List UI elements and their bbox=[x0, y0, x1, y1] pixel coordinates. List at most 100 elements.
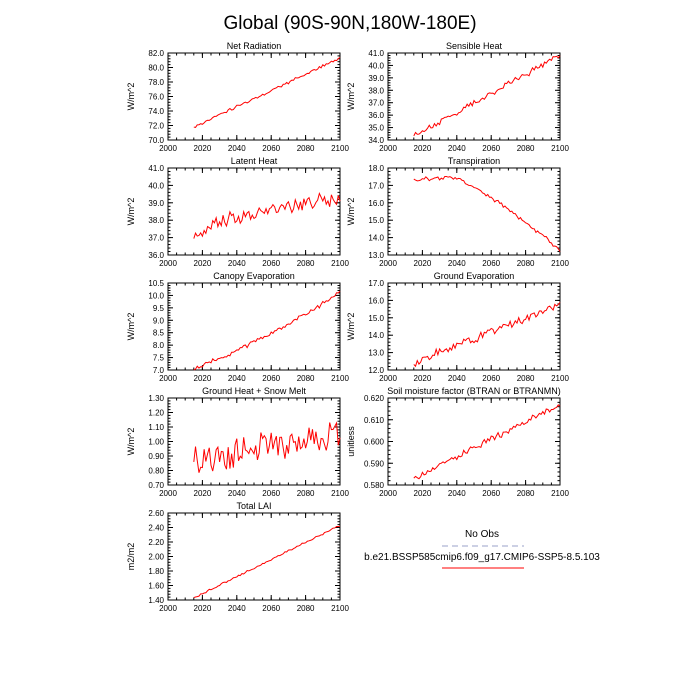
y-axis-label: m2/m2 bbox=[126, 543, 136, 571]
x-tick-label: 2000 bbox=[159, 604, 177, 613]
series-line bbox=[413, 302, 561, 368]
series-line bbox=[193, 57, 341, 128]
y-axis-label: W/m^2 bbox=[346, 83, 356, 111]
y-tick-label: 2.60 bbox=[148, 509, 164, 518]
x-tick-label: 2100 bbox=[551, 374, 569, 383]
x-tick-label: 2040 bbox=[228, 489, 246, 498]
y-tick-label: 0.90 bbox=[148, 452, 164, 461]
y-tick-label: 7.5 bbox=[153, 354, 165, 363]
x-tick-label: 2100 bbox=[331, 259, 349, 268]
series-line bbox=[193, 421, 341, 473]
x-tick-label: 2020 bbox=[194, 604, 212, 613]
chart-panel: Ground Evaporation W/m^2 2000 2020 2040 2060 2… bbox=[346, 271, 569, 383]
y-tick-label: 1.10 bbox=[148, 423, 164, 432]
y-tick-label: 2.20 bbox=[148, 538, 164, 547]
y-axis-label: W/m^2 bbox=[126, 428, 136, 456]
y-tick-label: 36.0 bbox=[368, 111, 384, 120]
x-tick-label: 2020 bbox=[194, 144, 212, 153]
x-tick-label: 2080 bbox=[517, 259, 535, 268]
y-tick-label: 39.0 bbox=[368, 74, 384, 83]
y-tick-label: 76.0 bbox=[148, 93, 164, 102]
plot-frame bbox=[387, 397, 561, 486]
x-tick-label: 2020 bbox=[194, 489, 212, 498]
x-tick-label: 2040 bbox=[448, 259, 466, 268]
y-tick-label: 40.0 bbox=[368, 61, 384, 70]
y-tick-label: 74.0 bbox=[148, 107, 164, 116]
y-tick-label: 7.0 bbox=[153, 366, 165, 375]
panels: Net Radiation W/m^2 2000 2020 2040 2060 2080 21… bbox=[126, 41, 569, 613]
plot-frame bbox=[167, 167, 341, 256]
x-tick-label: 2060 bbox=[482, 489, 500, 498]
y-tick-label: 14.0 bbox=[368, 331, 384, 340]
x-tick-label: 2060 bbox=[262, 144, 280, 153]
x-tick-label: 2100 bbox=[331, 144, 349, 153]
y-tick-label: 0.620 bbox=[364, 394, 385, 403]
y-tick-label: 18.0 bbox=[368, 164, 384, 173]
y-axis-label: W/m^2 bbox=[126, 83, 136, 111]
y-tick-label: 39.0 bbox=[148, 199, 164, 208]
y-tick-label: 10.0 bbox=[148, 291, 164, 300]
y-tick-label: 34.0 bbox=[368, 136, 384, 145]
x-tick-label: 2100 bbox=[331, 604, 349, 613]
x-tick-label: 2000 bbox=[379, 144, 397, 153]
x-tick-label: 2080 bbox=[297, 604, 315, 613]
series-line bbox=[193, 290, 341, 371]
x-tick-label: 2100 bbox=[551, 144, 569, 153]
plot-frame bbox=[387, 52, 561, 141]
y-axis-label: W/m^2 bbox=[126, 313, 136, 341]
plot-frame bbox=[387, 167, 561, 256]
panel-title: Ground Heat + Snow Melt bbox=[202, 386, 306, 396]
y-tick-label: 78.0 bbox=[148, 78, 164, 87]
x-tick-label: 2000 bbox=[379, 489, 397, 498]
chart-panel: Sensible Heat W/m^2 2000 2020 2040 2060 2080 21… bbox=[346, 41, 569, 153]
y-tick-label: 1.30 bbox=[148, 394, 164, 403]
y-tick-label: 1.40 bbox=[148, 596, 164, 605]
x-tick-label: 2020 bbox=[414, 144, 432, 153]
panel-title: Total LAI bbox=[236, 501, 271, 511]
y-tick-label: 38.0 bbox=[148, 216, 164, 225]
figure-title: Global (90S-90N,180W-180E) bbox=[223, 13, 476, 34]
x-tick-label: 2020 bbox=[194, 259, 212, 268]
series-line bbox=[193, 525, 341, 599]
x-tick-label: 2060 bbox=[262, 489, 280, 498]
y-axis-label: unitless bbox=[346, 426, 356, 457]
x-tick-label: 2000 bbox=[379, 374, 397, 383]
x-tick-label: 2000 bbox=[379, 259, 397, 268]
panel-title: Ground Evaporation bbox=[434, 271, 515, 281]
y-tick-label: 80.0 bbox=[148, 64, 164, 73]
y-tick-label: 36.0 bbox=[148, 251, 164, 260]
series-line bbox=[413, 404, 561, 480]
y-tick-label: 13.0 bbox=[368, 251, 384, 260]
y-tick-label: 17.0 bbox=[368, 181, 384, 190]
x-tick-label: 2000 bbox=[159, 489, 177, 498]
x-tick-label: 2040 bbox=[228, 144, 246, 153]
x-tick-label: 2080 bbox=[517, 144, 535, 153]
panel-title: Latent Heat bbox=[231, 156, 278, 166]
y-tick-label: 1.60 bbox=[148, 582, 164, 591]
y-tick-label: 10.5 bbox=[148, 279, 164, 288]
x-tick-label: 2080 bbox=[297, 489, 315, 498]
x-tick-label: 2100 bbox=[331, 374, 349, 383]
y-tick-label: 35.0 bbox=[368, 124, 384, 133]
x-tick-label: 2100 bbox=[331, 489, 349, 498]
y-tick-label: 1.20 bbox=[148, 409, 164, 418]
x-tick-label: 2060 bbox=[482, 374, 500, 383]
chart-panel: Latent Heat W/m^2 2000 2020 2040 2060 2080 2100… bbox=[126, 156, 349, 268]
y-tick-label: 40.0 bbox=[148, 181, 164, 190]
x-tick-label: 2020 bbox=[414, 374, 432, 383]
y-tick-label: 13.0 bbox=[368, 349, 384, 358]
x-tick-label: 2020 bbox=[194, 374, 212, 383]
x-tick-label: 2080 bbox=[517, 374, 535, 383]
y-tick-label: 12.0 bbox=[368, 366, 384, 375]
chart-panel: Ground Heat + Snow Melt W/m^2 2000 2020 2040… bbox=[126, 386, 349, 498]
x-tick-label: 2060 bbox=[262, 259, 280, 268]
y-tick-label: 70.0 bbox=[148, 136, 164, 145]
x-tick-label: 2000 bbox=[159, 144, 177, 153]
chart-panel: Soil moisture factor (BTRAN or BTRANMN) u… bbox=[346, 386, 569, 498]
y-tick-label: 2.00 bbox=[148, 553, 164, 562]
x-tick-label: 2080 bbox=[517, 489, 535, 498]
y-tick-label: 15.0 bbox=[368, 314, 384, 323]
y-tick-label: 16.0 bbox=[368, 199, 384, 208]
chart-panel: Net Radiation W/m^2 2000 2020 2040 2060 2080 21… bbox=[126, 41, 349, 153]
chart-panel: Transpiration W/m^2 2000 2020 2040 2060 2080 21… bbox=[346, 156, 569, 268]
